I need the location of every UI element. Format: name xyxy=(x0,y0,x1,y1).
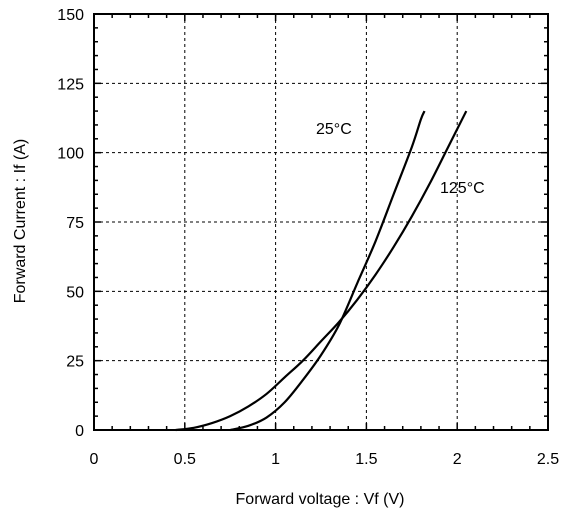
x-tick-label: 1 xyxy=(271,451,280,468)
y-tick-label: 0 xyxy=(75,423,84,440)
grid-lines xyxy=(94,14,548,430)
y-tick-label: 50 xyxy=(66,284,84,301)
y-tick-labels: 0 25 50 75 100 125 150 xyxy=(57,7,84,440)
y-tick-label: 100 xyxy=(57,146,84,163)
series-label-125c: 125°C xyxy=(440,180,485,197)
x-tick-label: 2.5 xyxy=(537,451,559,468)
x-tick-label: 0.5 xyxy=(174,451,196,468)
y-tick-label: 75 xyxy=(66,215,84,232)
y-axis-title: Forward Current : If (A) xyxy=(12,139,29,303)
series-lines xyxy=(175,110,468,432)
series-line-125c xyxy=(175,110,468,432)
x-tick-label: 0 xyxy=(90,451,99,468)
y-tick-label: 125 xyxy=(57,76,84,93)
y-tick-label: 25 xyxy=(66,354,84,371)
x-tick-label: 2 xyxy=(453,451,462,468)
x-tick-label: 1.5 xyxy=(355,451,377,468)
plot-frame xyxy=(93,13,549,431)
y-tick-label: 150 xyxy=(57,7,84,24)
x-tick-labels: 0 0.5 1 1.5 2 2.5 xyxy=(90,451,560,468)
series-line-25c xyxy=(229,110,426,432)
series-label-25c: 25°C xyxy=(316,121,352,138)
x-axis-title: Forward voltage : Vf (V) xyxy=(236,491,405,508)
